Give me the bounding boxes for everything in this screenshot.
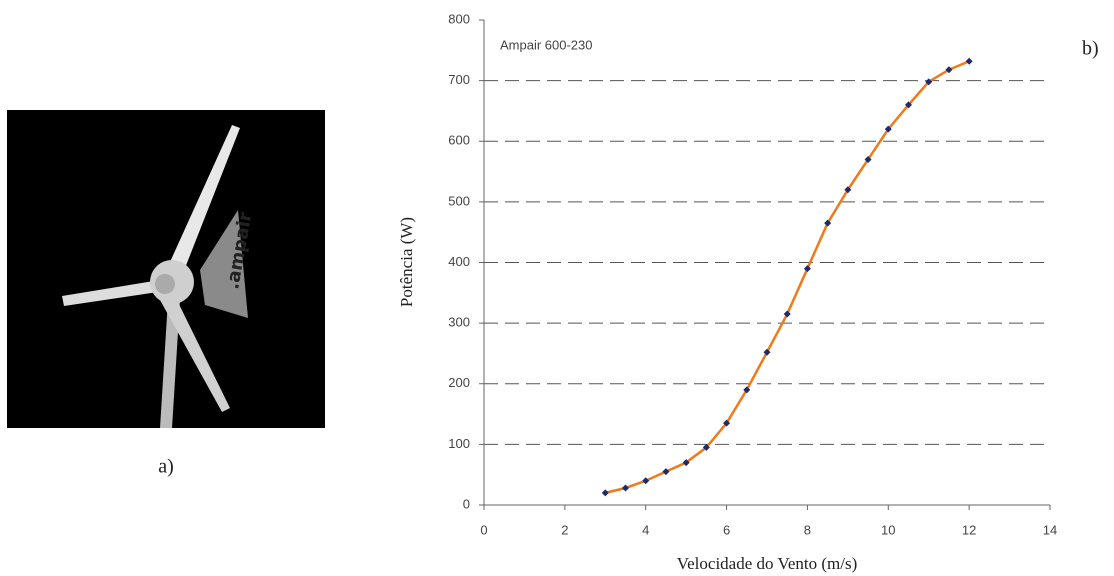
x-tick-label: 2 — [561, 522, 568, 537]
point — [783, 310, 791, 318]
series-line — [604, 60, 970, 495]
x-tick-label: 0 — [480, 522, 487, 537]
point — [925, 78, 933, 86]
annotation: Ampair 600-230 — [500, 37, 593, 52]
point — [965, 57, 973, 65]
y-tick-label: 800 — [448, 11, 470, 26]
y-tick-label: 100 — [448, 436, 470, 451]
turbine-photo: .ampair — [7, 110, 325, 428]
point — [824, 219, 832, 227]
point — [743, 386, 751, 394]
point — [763, 348, 771, 356]
point — [702, 443, 710, 451]
point — [884, 125, 892, 133]
x-tick-label: 8 — [804, 522, 811, 537]
x-tick-label: 4 — [642, 522, 649, 537]
point — [662, 468, 670, 476]
point — [844, 186, 852, 194]
y-tick-label: 200 — [448, 375, 470, 390]
y-tick-label: 300 — [448, 315, 470, 330]
y-tick-label: 700 — [448, 72, 470, 87]
point — [945, 66, 953, 74]
x-tick-label: 12 — [962, 522, 976, 537]
x-tick-label: 14 — [1043, 522, 1057, 537]
y-tick-label: 400 — [448, 254, 470, 269]
point — [622, 484, 629, 492]
panel-label: b) — [1082, 38, 1099, 60]
y-axis-label: Potência (W) — [397, 217, 416, 307]
point — [682, 459, 690, 467]
y-tick-label: 500 — [448, 193, 470, 208]
point — [905, 101, 912, 109]
point — [723, 419, 731, 427]
point — [642, 477, 650, 485]
panel-label: a) — [158, 456, 174, 478]
x-tick-label: 10 — [881, 522, 895, 537]
y-tick-label: 0 — [463, 496, 470, 511]
y-tick-label: 600 — [448, 133, 470, 148]
point — [864, 155, 872, 163]
point — [803, 265, 811, 273]
x-tick-label: 6 — [723, 522, 730, 537]
point — [601, 489, 609, 497]
x-axis-label: Velocidade do Vento (m/s) — [677, 554, 858, 573]
